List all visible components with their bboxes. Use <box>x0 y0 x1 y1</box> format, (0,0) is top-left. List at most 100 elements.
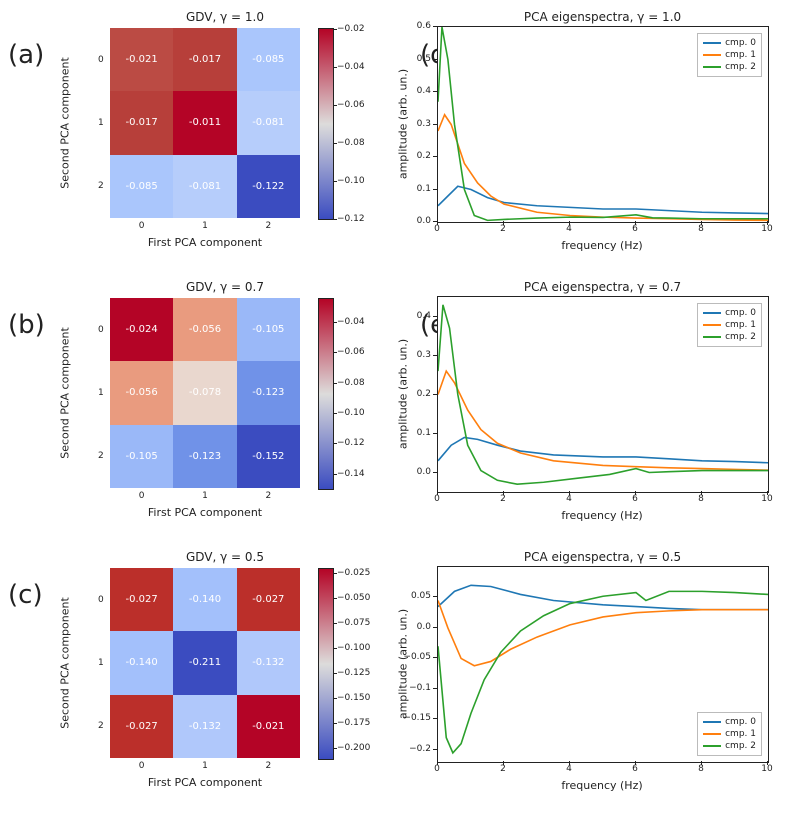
heatmap-cell: -0.132 <box>173 695 236 758</box>
colorbar-tick: −0.200 <box>337 743 370 753</box>
legend-item: cmp. 1 <box>703 49 756 61</box>
colorbar-tick: −0.10 <box>337 408 365 418</box>
linechart-xlabel: frequency (Hz) <box>561 509 642 522</box>
heatmap-cell: -0.122 <box>237 155 300 218</box>
linechart-ytick: 0.0 <box>417 467 431 477</box>
linechart-xtick: 8 <box>698 224 704 234</box>
heatmap-cell: -0.123 <box>237 361 300 424</box>
linechart-ylabel: amplitude (arb. un.) <box>397 68 410 178</box>
linechart-xtick: 8 <box>698 764 704 774</box>
heatmap-cell: -0.081 <box>237 91 300 154</box>
linechart-legend: cmp. 0cmp. 1cmp. 2 <box>697 33 762 77</box>
heatmap-ylabel: Second PCA component <box>59 57 72 189</box>
heatmap-c: GDV, γ = 0.5Second PCA component-0.027-0… <box>55 550 355 805</box>
linechart-xtick: 6 <box>632 764 638 774</box>
linechart-d: PCA eigenspectra, γ = 1.0 amplitude (arb.… <box>395 10 780 265</box>
colorbar-tick: −0.12 <box>337 438 365 448</box>
linechart-box: cmp. 0cmp. 1cmp. 2 <box>437 26 769 223</box>
linechart-xtick: 0 <box>434 764 440 774</box>
heatmap-ytick: 2 <box>98 721 104 731</box>
heatmap-ytick: 2 <box>98 451 104 461</box>
heatmap-xlabel: First PCA component <box>148 776 262 789</box>
legend-item: cmp. 2 <box>703 740 756 752</box>
figure-root: (a) (b) (c) (d) (e) (f) GDV, γ = 1.0Seco… <box>0 0 790 816</box>
heatmap-title: GDV, γ = 0.5 <box>95 550 355 564</box>
colorbar-tick: −0.050 <box>337 593 370 603</box>
linechart-box: cmp. 0 cmp. 1 cmp. 2 <box>437 296 769 493</box>
heatmap-cell: -0.027 <box>110 695 173 758</box>
heatmap-grid: -0.024-0.056-0.105-0.056-0.078-0.123-0.1… <box>110 298 300 488</box>
heatmap-cell: -0.027 <box>237 568 300 631</box>
colorbar-tick: −0.025 <box>337 568 370 578</box>
heatmap-xtick: 2 <box>265 491 271 501</box>
linechart-xtick: 10 <box>761 764 772 774</box>
legend-item: cmp. 1 <box>703 319 756 331</box>
heatmap-xlabel: First PCA component <box>148 506 262 519</box>
linechart-xtick: 8 <box>698 494 704 504</box>
heatmap-ytick: 1 <box>98 388 104 398</box>
heatmap-cell: -0.027 <box>110 568 173 631</box>
legend-label: cmp. 0 <box>725 308 756 318</box>
legend-label: cmp. 2 <box>725 332 756 342</box>
legend-item: cmp. 1 <box>703 728 756 740</box>
heatmap-xtick: 0 <box>139 221 145 231</box>
heatmap-cell: -0.017 <box>173 28 236 91</box>
series-line <box>438 371 768 470</box>
heatmap-xtick: 2 <box>265 761 271 771</box>
linechart-ytick: −0.05 <box>403 652 431 662</box>
colorbar: −0.02−0.04−0.06−0.08−0.10−0.12 <box>318 28 334 220</box>
heatmap-cell: -0.140 <box>110 631 173 694</box>
linechart-ytick: 0.4 <box>417 86 431 96</box>
linechart-ytick: 0.3 <box>417 350 431 360</box>
linechart-xtick: 2 <box>500 764 506 774</box>
heatmap-xtick: 2 <box>265 221 271 231</box>
linechart-xtick: 2 <box>500 494 506 504</box>
colorbar-tick: −0.12 <box>337 214 365 224</box>
legend-item: cmp. 0 <box>703 307 756 319</box>
heatmap-ytick: 1 <box>98 118 104 128</box>
heatmap-ytick: 1 <box>98 658 104 668</box>
heatmap-cell: -0.056 <box>110 361 173 424</box>
legend-label: cmp. 1 <box>725 729 756 739</box>
colorbar-tick: −0.125 <box>337 668 370 678</box>
heatmap-cell: -0.024 <box>110 298 173 361</box>
panel-letter-c: (c) <box>8 580 43 610</box>
series-line <box>438 186 768 213</box>
heatmap-ylabel: Second PCA component <box>59 597 72 729</box>
heatmap-cell: -0.021 <box>110 28 173 91</box>
panel-letter-a: (a) <box>8 40 44 70</box>
heatmap-cell: -0.132 <box>237 631 300 694</box>
linechart-xtick: 10 <box>761 494 772 504</box>
legend-label: cmp. 2 <box>725 741 756 751</box>
linechart-xtick: 4 <box>566 224 572 234</box>
heatmap-cell: -0.105 <box>237 298 300 361</box>
linechart-ytick: 0.1 <box>417 184 431 194</box>
heatmap-ytick: 2 <box>98 181 104 191</box>
linechart-title: PCA eigenspectra, γ = 0.7 <box>425 280 780 294</box>
heatmap-title: GDV, γ = 1.0 <box>95 10 355 24</box>
colorbar-tick: −0.175 <box>337 718 370 728</box>
legend-swatch <box>703 312 721 314</box>
colorbar: −0.04−0.06−0.08−0.10−0.12−0.14 <box>318 298 334 490</box>
heatmap-cell: -0.152 <box>237 425 300 488</box>
heatmap-cell: -0.078 <box>173 361 236 424</box>
series-line <box>438 437 768 462</box>
colorbar-tick: −0.150 <box>337 693 370 703</box>
linechart-xtick: 4 <box>566 494 572 504</box>
linechart-ylabel: amplitude (arb. un.) <box>397 608 410 718</box>
panel-letter-b: (b) <box>8 310 45 340</box>
legend-label: cmp. 0 <box>725 38 756 48</box>
heatmap-cell: -0.105 <box>110 425 173 488</box>
colorbar: −0.025−0.050−0.075−0.100−0.125−0.150−0.1… <box>318 568 334 760</box>
legend-label: cmp. 1 <box>725 320 756 330</box>
heatmap-cell: -0.021 <box>237 695 300 758</box>
linechart-ytick: 0.0 <box>417 622 431 632</box>
linechart-xlabel: frequency (Hz) <box>561 779 642 792</box>
linechart-title: PCA eigenspectra, γ = 1.0 <box>425 10 780 24</box>
linechart-ytick: 0.05 <box>411 591 431 601</box>
colorbar-tick: −0.08 <box>337 378 365 388</box>
linechart-ytick: 0.3 <box>417 119 431 129</box>
legend-item: cmp. 0 <box>703 716 756 728</box>
linechart-xtick: 6 <box>632 224 638 234</box>
colorbar-tick: −0.100 <box>337 643 370 653</box>
